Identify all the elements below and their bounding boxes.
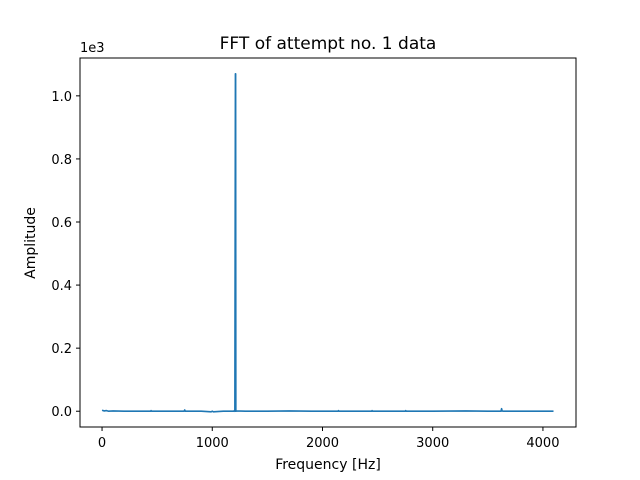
x-tick-label: 2000	[306, 436, 339, 451]
y-tick-label: 1.0	[51, 90, 72, 105]
series-line-0	[101, 72, 554, 413]
y-tick-label: 0.4	[51, 279, 72, 294]
x-tick-label: 4000	[526, 436, 559, 451]
x-tick-label: 3000	[416, 436, 449, 451]
y-axis-label: Amplitude	[23, 207, 39, 279]
y-tick-label: 0.0	[51, 405, 72, 420]
y-tick-label: 0.6	[51, 216, 72, 231]
x-tick-label: 1000	[196, 436, 229, 451]
chart-title: FFT of attempt no. 1 data	[220, 34, 437, 54]
x-axis-label: Frequency [Hz]	[275, 457, 381, 473]
y-tick-label: 0.8	[51, 153, 72, 168]
y-offset-text: 1e3	[80, 41, 105, 56]
x-tick-label: 0	[98, 436, 106, 451]
y-tick-label: 0.2	[51, 342, 72, 357]
axes-frame	[79, 57, 577, 428]
